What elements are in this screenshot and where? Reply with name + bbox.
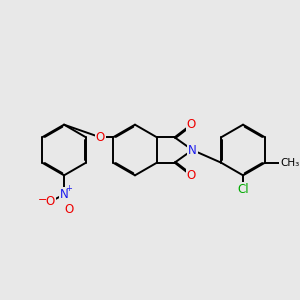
Text: O: O <box>187 169 196 182</box>
Text: CH₃: CH₃ <box>280 158 299 168</box>
Text: N: N <box>188 143 197 157</box>
Text: N: N <box>60 188 68 201</box>
Text: O: O <box>187 118 196 131</box>
Text: O: O <box>46 195 55 208</box>
Text: −: − <box>38 195 48 205</box>
Text: O: O <box>96 131 105 144</box>
Text: +: + <box>65 184 72 193</box>
Text: Cl: Cl <box>237 183 249 196</box>
Text: O: O <box>64 203 74 216</box>
